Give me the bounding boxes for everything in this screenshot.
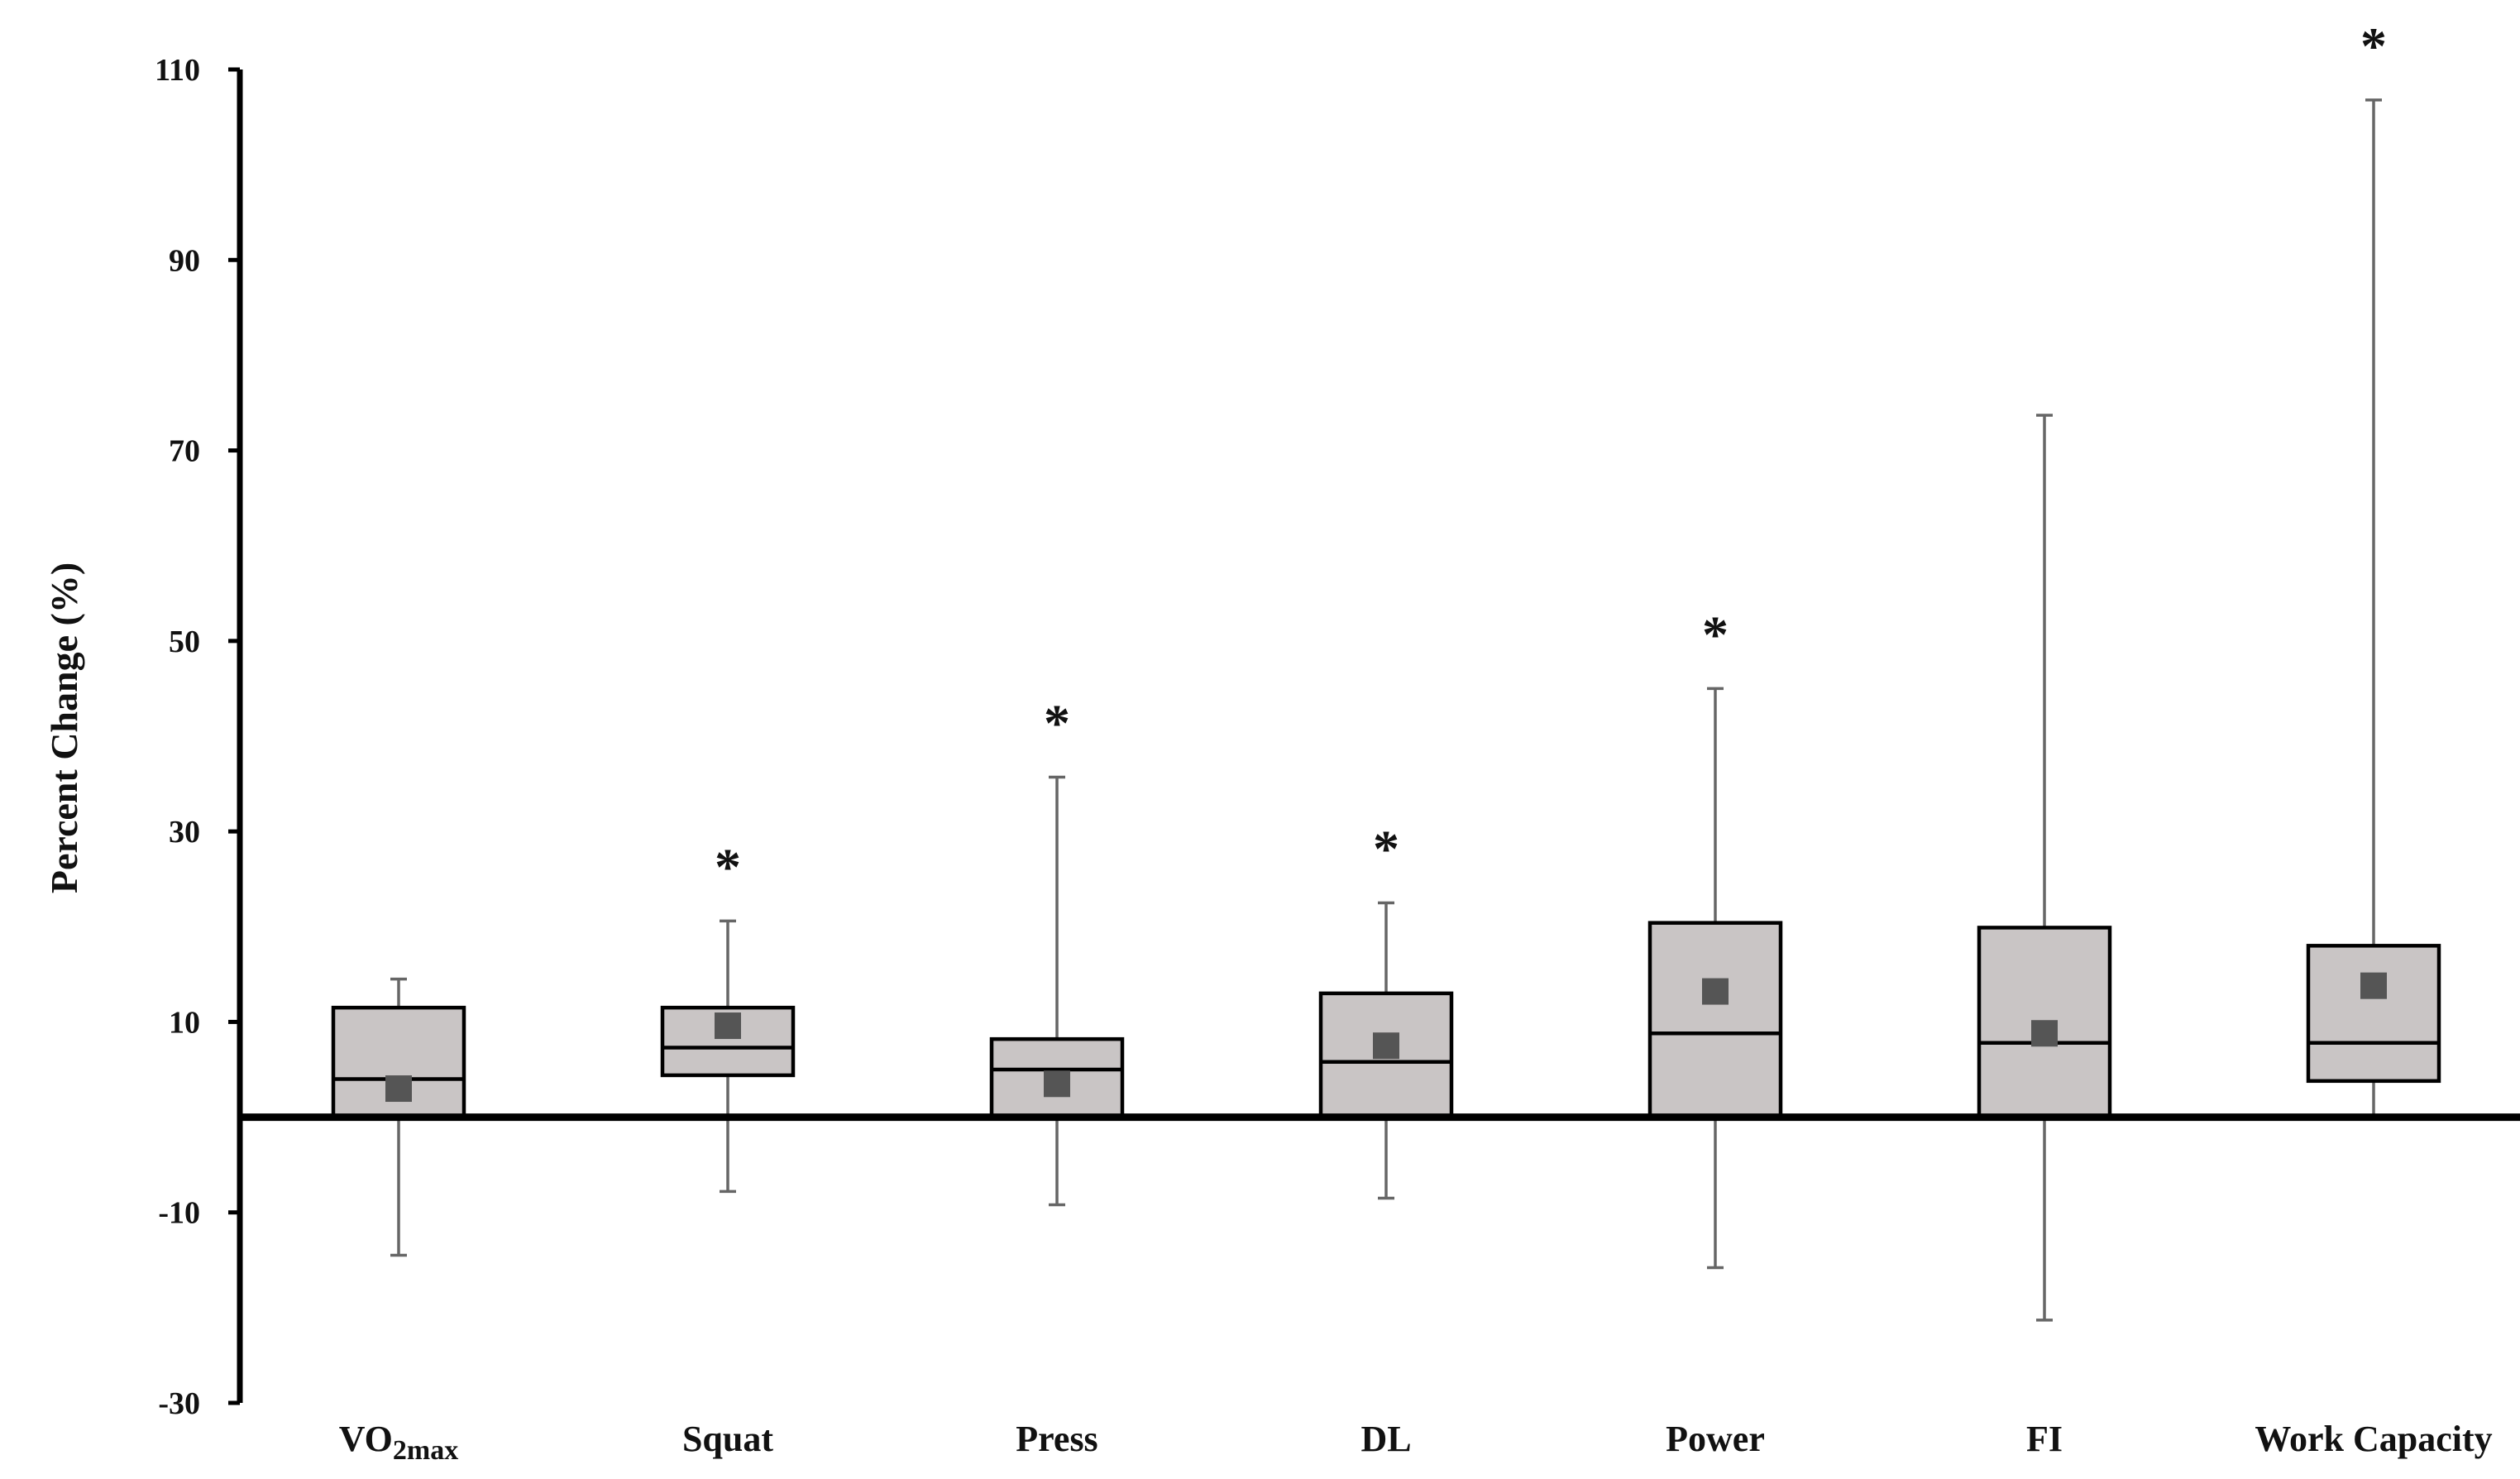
y-tick-label: 10 (169, 1005, 200, 1040)
box-iqr (2306, 944, 2441, 1084)
y-tick-label: -30 (158, 1386, 200, 1421)
x-tick-label: DL (1360, 1419, 1411, 1459)
x-tick-label: Power (1666, 1419, 1765, 1459)
x-tick-label: Work Capacity (2255, 1419, 2492, 1459)
significance-asterisk: * (1044, 694, 1070, 753)
y-axis-label: Percent Change (%) (43, 562, 85, 893)
y-tick-label: 30 (169, 815, 200, 850)
x-tick-label: Squat (682, 1419, 773, 1459)
x-tick-label: Press (1016, 1419, 1097, 1459)
x-tick-label: VO2max (339, 1419, 458, 1466)
significance-asterisk: * (1373, 820, 1399, 878)
mean-marker (1702, 978, 1729, 1005)
y-tick-label: -10 (158, 1196, 200, 1231)
y-tick-label: 90 (169, 243, 200, 278)
mean-marker (2031, 1020, 2058, 1047)
y-tick-label: 50 (169, 625, 200, 659)
y-tick-label: 70 (169, 434, 200, 469)
mean-marker (385, 1075, 412, 1103)
mean-marker (2360, 972, 2387, 999)
significance-asterisk: * (2360, 17, 2387, 75)
mean-marker (1044, 1070, 1070, 1098)
mean-marker (1373, 1032, 1399, 1060)
significance-asterisk: * (1702, 605, 1729, 663)
significance-asterisk: * (715, 837, 741, 896)
mean-marker (715, 1012, 741, 1040)
x-tick-label: FI (2026, 1419, 2063, 1459)
box-iqr (1647, 921, 1783, 1119)
y-tick-label: 110 (155, 53, 200, 88)
